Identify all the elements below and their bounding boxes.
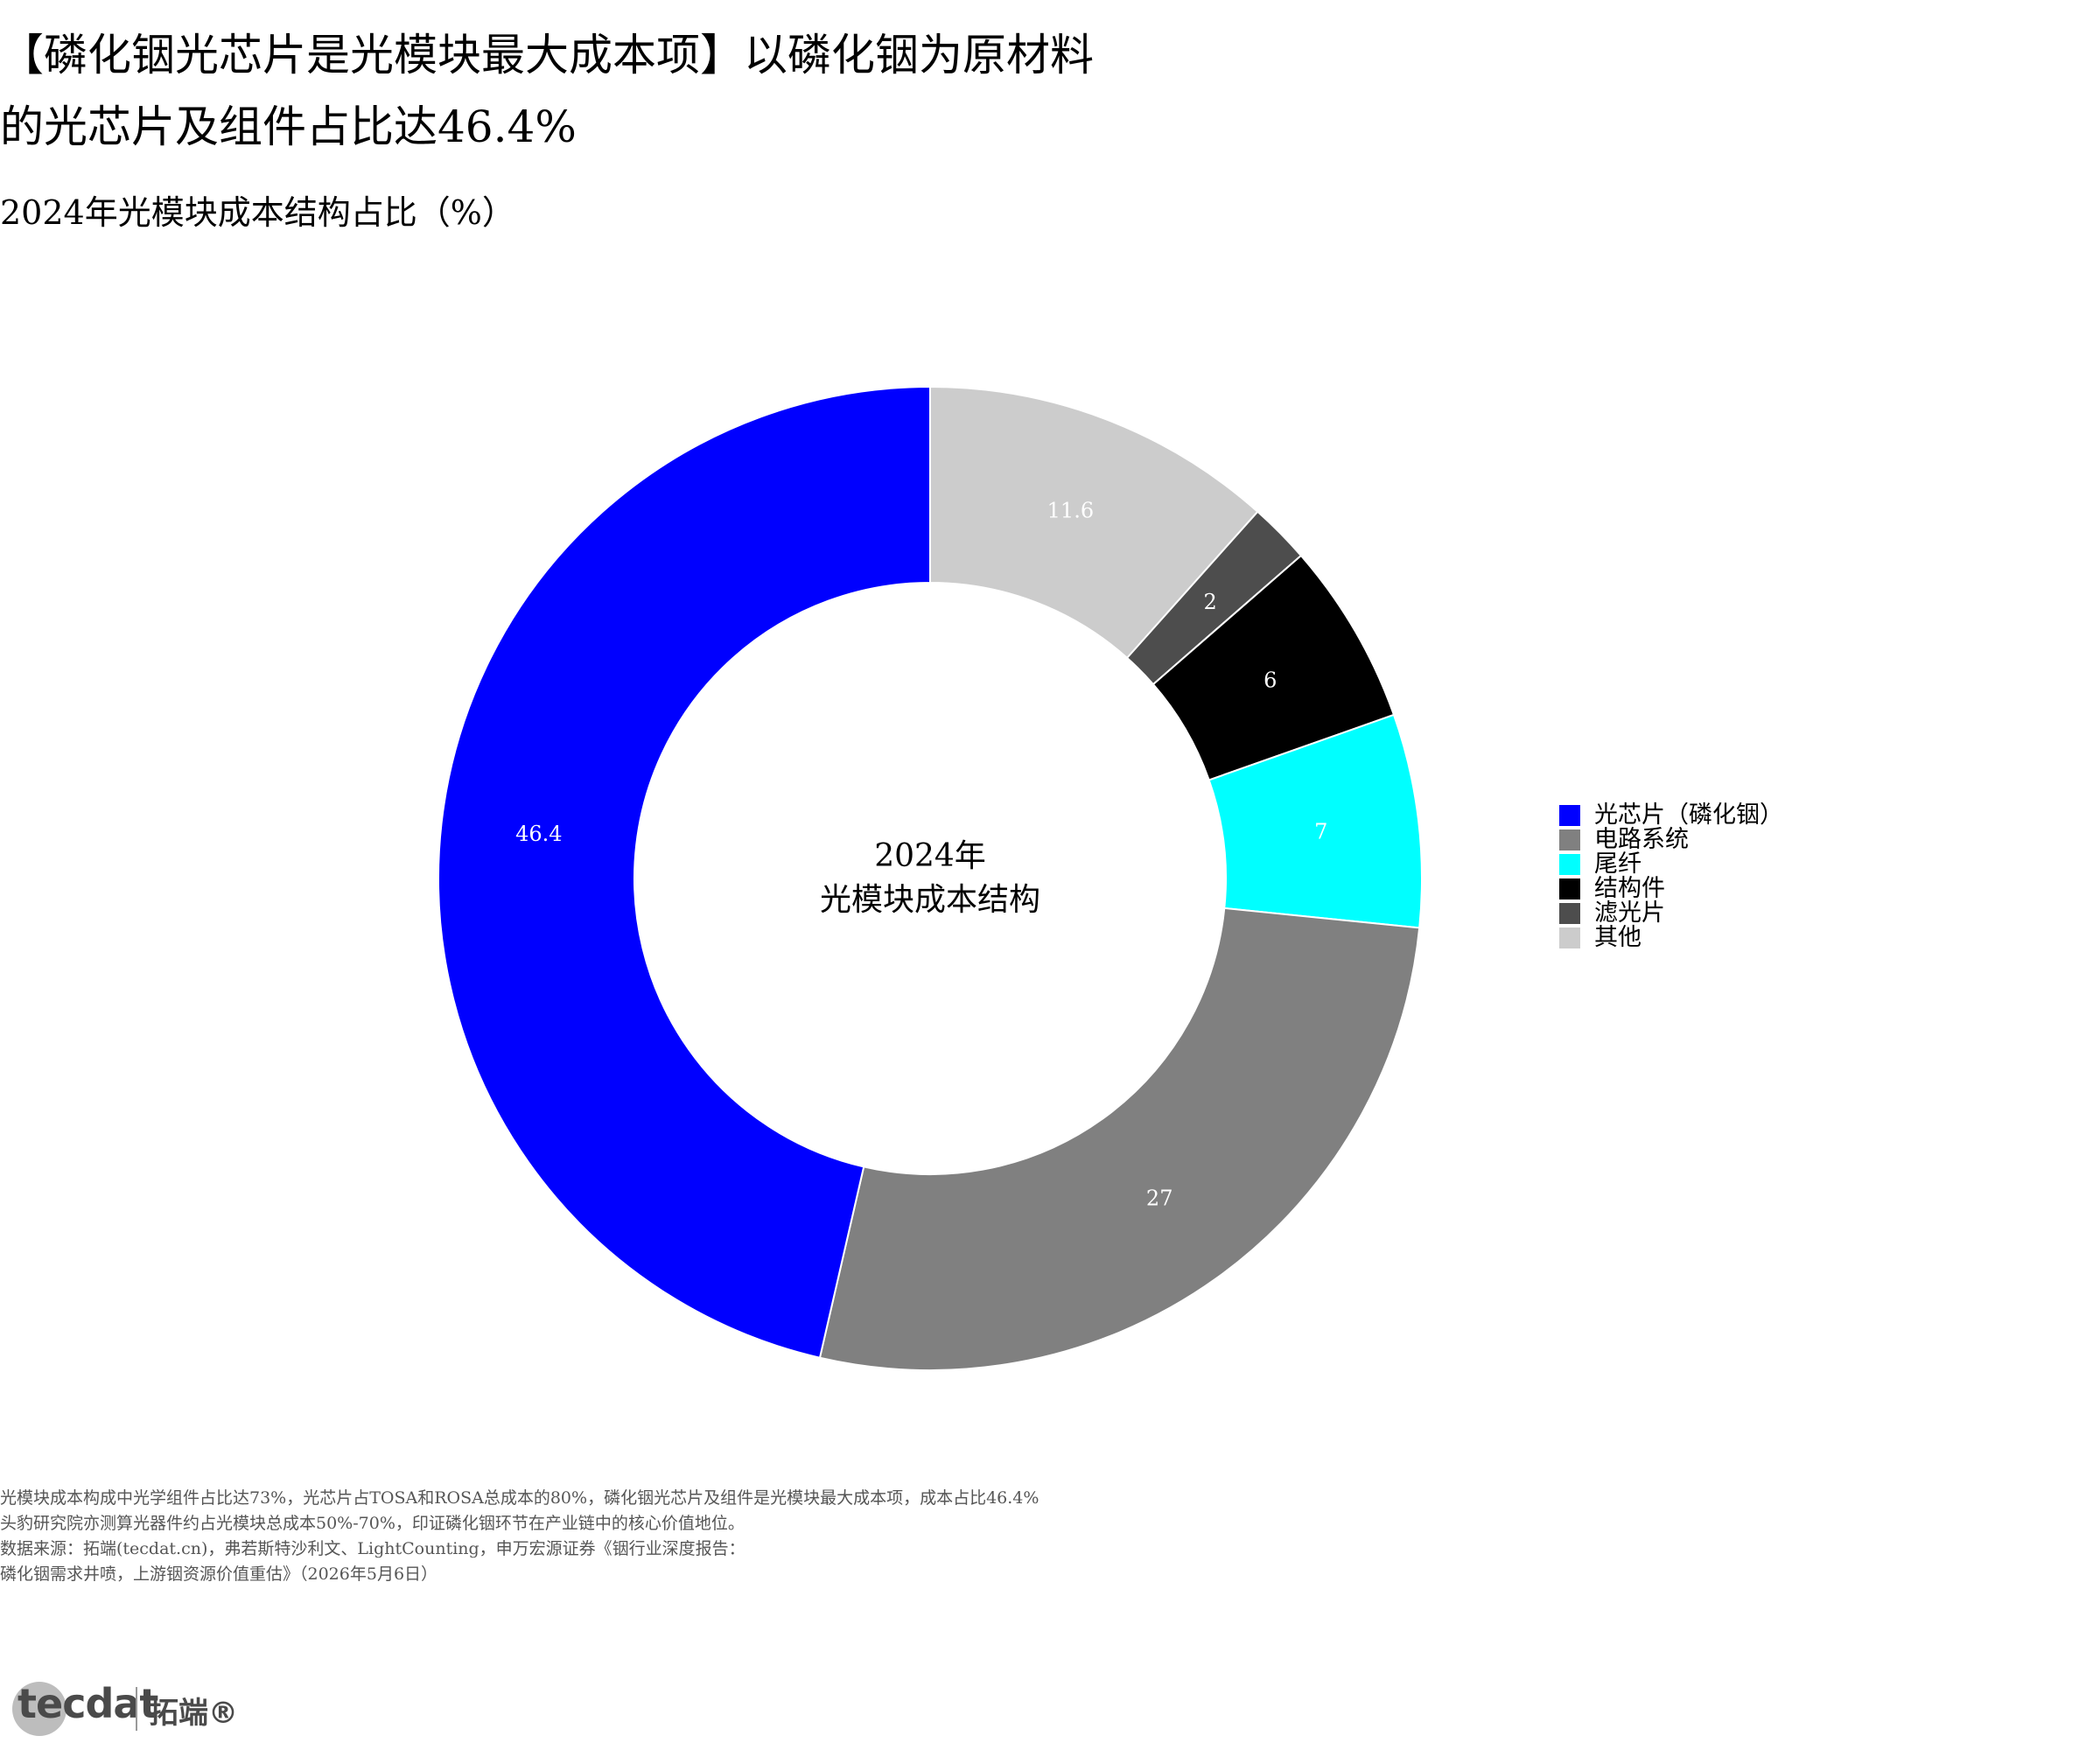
logo-wordmark: tecdat	[18, 1680, 158, 1727]
footnotes: 光模块成本构成中光学组件占比达73%，光芯片占TOSA和ROSA总成本的80%，…	[0, 1486, 1312, 1587]
title-line-1: 【磷化铟光芯片是光模块最大成本项】以磷化铟为原材料	[0, 30, 1094, 80]
note-line-3: 数据来源：拓端(tecdat.cn)，弗若斯特沙利文、LightCounting…	[0, 1539, 746, 1558]
center-label-year: 2024年	[874, 838, 986, 874]
legend-swatch	[1559, 878, 1580, 900]
logo-chinese-wordmark: 拓端®	[149, 1696, 238, 1731]
legend-item-0: 光芯片（磷化铟）	[1559, 803, 1783, 828]
legend: 光芯片（磷化铟） 电路系统 尾纤 结构件 滤光片 其他	[1559, 803, 1783, 950]
legend-swatch	[1559, 830, 1580, 850]
slice-label-2: 6	[1264, 668, 1277, 692]
slice-label-5: 46.4	[515, 822, 562, 846]
logo-circle	[12, 1682, 66, 1736]
center-label-title: 光模块成本结构	[820, 882, 1040, 918]
logo-divider	[136, 1687, 137, 1731]
legend-item-5: 其他	[1559, 926, 1783, 950]
legend-label: 滤光片	[1594, 900, 1665, 927]
note-line-4: 磷化铟需求井喷，上游铟资源价值重估》（2026年5月6日）	[0, 1564, 438, 1584]
slice-5	[438, 385, 931, 1359]
legend-label: 其他	[1594, 924, 1642, 951]
title-line-2: 的光芯片及组件占比达46.4%	[0, 102, 577, 152]
slice-4	[818, 906, 1421, 1371]
legend-label: 光芯片（磷化铟）	[1594, 802, 1783, 829]
slice-label-0: 11.6	[1047, 499, 1094, 523]
legend-label: 尾纤	[1594, 850, 1642, 878]
note-line-1: 光模块成本构成中光学组件占比达73%，光芯片占TOSA和ROSA总成本的80%，…	[0, 1488, 1040, 1508]
slice-label-3: 7	[1314, 819, 1327, 844]
tecdat-logo: tecdat 拓端®	[9, 1678, 245, 1740]
legend-item-4: 滤光片	[1559, 901, 1783, 926]
chart-subtitle: 2024年光模块成本结构占比（%）	[0, 193, 515, 232]
slice-label-1: 2	[1204, 590, 1217, 614]
legend-item-1: 电路系统	[1559, 828, 1783, 852]
legend-item-2: 尾纤	[1559, 852, 1783, 877]
legend-swatch	[1559, 928, 1580, 948]
legend-swatch	[1559, 854, 1580, 875]
legend-item-3: 结构件	[1559, 877, 1783, 901]
legend-swatch	[1559, 805, 1580, 826]
slice-label-4: 27	[1146, 1186, 1173, 1211]
note-line-2: 头豹研究院亦测算光器件约占光模块总成本50%-70%，印证磷化铟环节在产业链中的…	[0, 1514, 745, 1533]
legend-label: 电路系统	[1594, 826, 1689, 853]
chart-title: 【磷化铟光芯片是光模块最大成本项】以磷化铟为原材料 的光芯片及组件占比达46.4…	[0, 19, 1312, 163]
legend-label: 结构件	[1594, 875, 1665, 902]
legend-swatch	[1559, 903, 1580, 924]
